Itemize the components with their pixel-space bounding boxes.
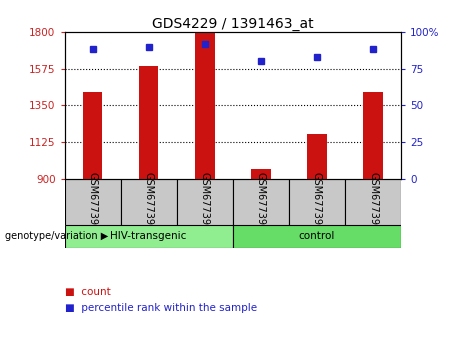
Bar: [121, 179, 177, 225]
Bar: [139, 66, 159, 179]
Bar: [233, 179, 289, 225]
Text: GSM677391: GSM677391: [144, 172, 154, 231]
Bar: [83, 92, 102, 179]
Text: control: control: [299, 231, 335, 241]
Text: ■  percentile rank within the sample: ■ percentile rank within the sample: [65, 303, 257, 313]
Text: ■  count: ■ count: [65, 287, 110, 297]
Title: GDS4229 / 1391463_at: GDS4229 / 1391463_at: [152, 17, 313, 31]
Bar: [363, 92, 383, 179]
Bar: [65, 179, 121, 225]
Text: GSM677392: GSM677392: [200, 172, 210, 231]
Bar: [177, 179, 233, 225]
Text: GSM677395: GSM677395: [368, 172, 378, 231]
Text: genotype/variation ▶: genotype/variation ▶: [5, 231, 108, 241]
Bar: [195, 32, 214, 179]
Text: GSM677393: GSM677393: [256, 172, 266, 231]
Bar: [251, 169, 271, 179]
Bar: [345, 179, 401, 225]
Text: GSM677394: GSM677394: [312, 172, 322, 231]
Bar: [65, 225, 233, 248]
Text: GSM677390: GSM677390: [88, 172, 98, 231]
Text: HIV-transgenic: HIV-transgenic: [111, 231, 187, 241]
Bar: [307, 134, 327, 179]
Bar: [289, 179, 345, 225]
Bar: [233, 225, 401, 248]
